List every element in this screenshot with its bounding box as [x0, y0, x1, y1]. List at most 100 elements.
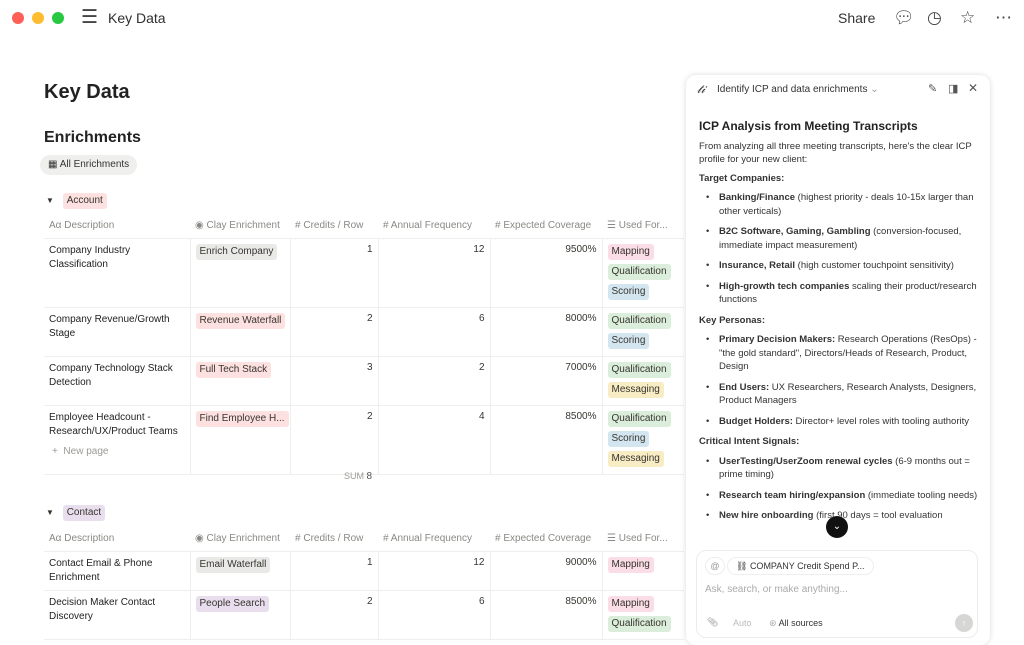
close-icon[interactable]: ✕: [968, 81, 979, 95]
thread-title-dropdown[interactable]: Identify ICP and data enrichments ⌄: [717, 84, 879, 95]
new-page-button[interactable]: + New page: [52, 446, 109, 457]
table-row[interactable]: Decision Maker Contact Discovery People …: [44, 590, 684, 640]
column-header-coverage[interactable]: # Expected Coverage: [490, 214, 602, 239]
chat-input[interactable]: Ask, search, or make anything...: [705, 584, 848, 595]
close-window-button[interactable]: [12, 12, 24, 24]
context-chip[interactable]: ⛓ COMPANY Credit Spend P...: [727, 557, 874, 575]
column-header-frequency[interactable]: # Annual Frequency: [378, 214, 490, 239]
description-cell[interactable]: Decision Maker Contact Discovery: [44, 590, 191, 640]
attach-icon[interactable]: 📎︎: [707, 617, 719, 627]
globe-icon: ⊛: [769, 618, 777, 628]
enrichment-cell[interactable]: Full Tech Stack: [190, 356, 291, 406]
frequency-cell[interactable]: 12: [378, 551, 491, 591]
group-toggle-contact[interactable]: ▼ Contact: [46, 505, 106, 525]
sources-selector[interactable]: ⊛ All sources: [769, 618, 823, 628]
enrichment-cell[interactable]: Find Employee H...: [190, 405, 291, 475]
new-chat-icon[interactable]: ✎: [928, 83, 938, 95]
view-label: All Enrichments: [59, 159, 130, 170]
used-for-cell[interactable]: Mapping Qualification: [602, 590, 684, 640]
ai-assistant-panel: 𝓉𝒾 Identify ICP and data enrichments ⌄ ✎…: [686, 75, 990, 645]
used-for-cell[interactable]: Mapping Qualification Scoring: [602, 238, 684, 308]
column-header-credits[interactable]: # Credits / Row: [290, 214, 378, 239]
share-button[interactable]: Share: [838, 10, 876, 26]
enrichment-cell[interactable]: Enrich Company: [190, 238, 291, 308]
used-for-tag: Scoring: [607, 283, 650, 300]
mode-selector[interactable]: Auto: [733, 618, 752, 628]
description-cell[interactable]: Contact Email & Phone Enrichment: [44, 551, 191, 591]
used-for-tag: Qualification: [607, 410, 671, 427]
column-header-description[interactable]: Aα Description: [44, 214, 190, 239]
column-header-frequency[interactable]: # Annual Frequency: [378, 527, 490, 552]
used-for-tag: Qualification: [607, 263, 671, 280]
frequency-cell[interactable]: 6: [378, 590, 491, 640]
maximize-window-button[interactable]: [52, 12, 64, 24]
used-for-cell[interactable]: Qualification Scoring: [602, 307, 684, 357]
enrichment-tag: Find Employee H...: [195, 410, 289, 427]
column-header-used-for[interactable]: ☰ Used For...: [602, 527, 684, 552]
column-header-description[interactable]: Aα Description: [44, 527, 190, 552]
description-cell[interactable]: Company Revenue/Growth Stage: [44, 307, 191, 357]
used-for-tag: Scoring: [607, 332, 650, 349]
bullet-list: UserTesting/UserZoom renewal cycles (6-9…: [699, 455, 979, 523]
contact-table: Aα Description ◉ Clay Enrichment # Credi…: [44, 527, 684, 640]
coverage-cell[interactable]: 9000%: [490, 551, 603, 591]
credits-cell[interactable]: 1: [290, 238, 379, 308]
comment-icon[interactable]: 💬︎: [893, 8, 915, 27]
description-cell[interactable]: Company Technology Stack Detection: [44, 356, 191, 406]
frequency-cell[interactable]: 4: [378, 405, 491, 475]
used-for-cell[interactable]: Mapping: [602, 551, 684, 591]
table-row[interactable]: Employee Headcount - Research/UX/Product…: [44, 405, 684, 475]
column-header-clay-enrichment[interactable]: ◉ Clay Enrichment: [190, 527, 290, 552]
section-heading: Target Companies:: [699, 172, 785, 184]
panel-header: 𝓉𝒾 Identify ICP and data enrichments ⌄ ✎…: [686, 75, 990, 105]
account-table: Aα Description ◉ Clay Enrichment # Credi…: [44, 214, 684, 475]
table-row[interactable]: Company Technology Stack Detection Full …: [44, 356, 684, 406]
column-header-coverage[interactable]: # Expected Coverage: [490, 527, 602, 552]
credits-cell[interactable]: 3: [290, 356, 379, 406]
enrichment-cell[interactable]: People Search: [190, 590, 291, 640]
more-icon[interactable]: ⋯: [995, 8, 1012, 27]
frequency-cell[interactable]: 12: [378, 238, 491, 308]
used-for-cell[interactable]: Qualification Messaging: [602, 356, 684, 406]
star-icon[interactable]: ☆: [960, 8, 976, 27]
send-button[interactable]: ↑: [955, 614, 973, 632]
column-header-credits[interactable]: # Credits / Row: [290, 527, 378, 552]
section-heading: Critical Intent Signals:: [699, 436, 800, 447]
group-toggle-account[interactable]: ▼ Account: [46, 193, 107, 213]
picture-in-picture-icon[interactable]: ◨: [948, 83, 959, 95]
credits-cell[interactable]: 1: [290, 551, 379, 591]
enrichment-cell[interactable]: Revenue Waterfall: [190, 307, 291, 357]
table-row[interactable]: Contact Email & Phone Enrichment Email W…: [44, 551, 684, 591]
table-row[interactable]: Company Industry Classification Enrich C…: [44, 238, 684, 308]
used-for-cell[interactable]: Qualification Scoring Messaging: [602, 405, 684, 475]
coverage-cell[interactable]: 8500%: [490, 405, 603, 475]
frequency-cell[interactable]: 6: [378, 307, 491, 357]
minimize-window-button[interactable]: [32, 12, 44, 24]
credits-cell[interactable]: 2: [290, 307, 379, 357]
list-item: UserTesting/UserZoom renewal cycles (6-9…: [699, 455, 979, 482]
coverage-cell[interactable]: 7000%: [490, 356, 603, 406]
description-cell[interactable]: Employee Headcount - Research/UX/Product…: [44, 405, 191, 475]
enrichment-tag: Revenue Waterfall: [195, 312, 286, 329]
coverage-cell[interactable]: 8500%: [490, 590, 603, 640]
credits-cell[interactable]: 2: [290, 590, 379, 640]
scroll-down-button[interactable]: ⌄: [826, 516, 848, 538]
description-cell[interactable]: Company Industry Classification: [44, 238, 191, 308]
header-row: Aα Description ◉ Clay Enrichment # Credi…: [44, 214, 684, 239]
credits-cell[interactable]: 2: [290, 405, 379, 475]
coverage-cell[interactable]: 9500%: [490, 238, 603, 308]
clock-icon[interactable]: ◷: [927, 8, 942, 27]
list-item: High-growth tech companies scaling their…: [699, 280, 979, 307]
frequency-cell[interactable]: 2: [378, 356, 491, 406]
enrichment-cell[interactable]: Email Waterfall: [190, 551, 291, 591]
column-header-clay-enrichment[interactable]: ◉ Clay Enrichment: [190, 214, 290, 239]
view-tab-all-enrichments[interactable]: ▦ All Enrichments: [40, 155, 138, 175]
enrichment-tag: People Search: [195, 595, 270, 612]
triangle-down-icon: ▼: [46, 196, 54, 205]
used-for-tag: Qualification: [607, 361, 671, 378]
column-header-used-for[interactable]: ☰ Used For...: [602, 214, 684, 239]
mention-icon[interactable]: @: [705, 557, 725, 575]
menu-icon[interactable]: ☰: [81, 7, 99, 28]
coverage-cell[interactable]: 8000%: [490, 307, 603, 357]
table-row[interactable]: Company Revenue/Growth Stage Revenue Wat…: [44, 307, 684, 357]
